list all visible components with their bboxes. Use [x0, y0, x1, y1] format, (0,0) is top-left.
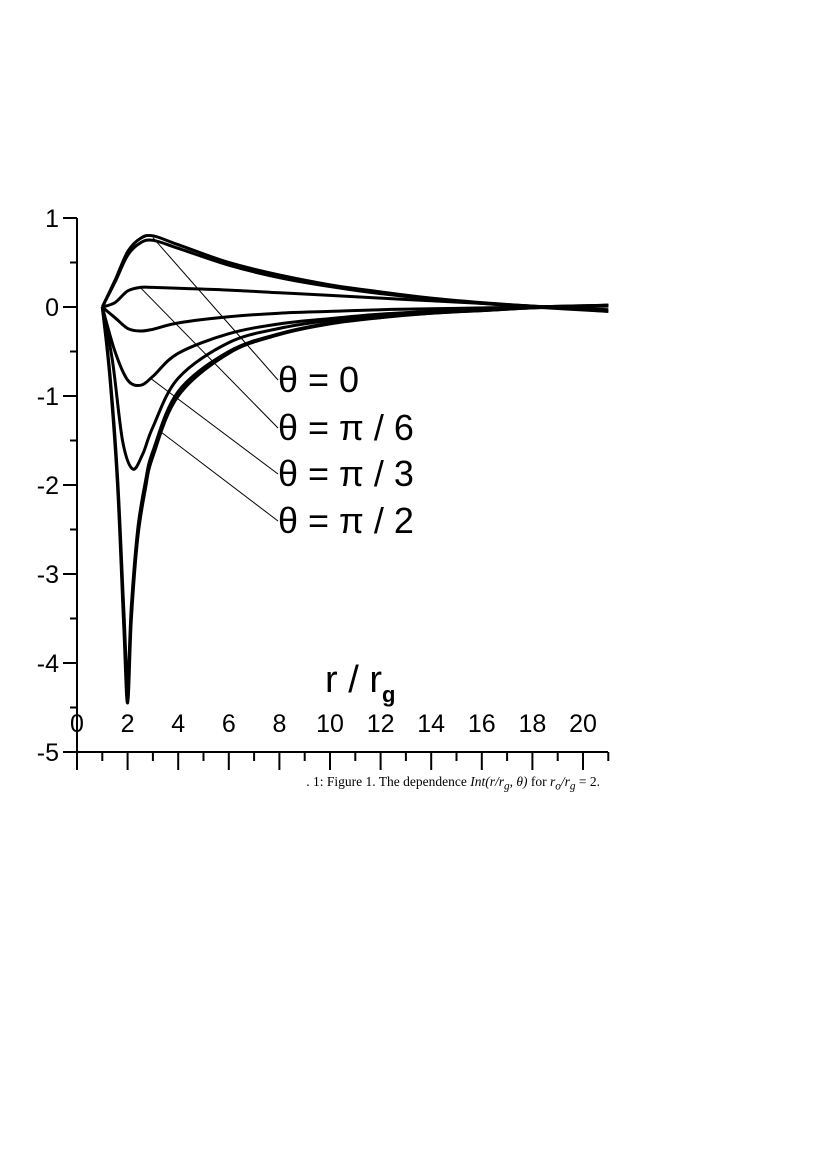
- x-tick-label: 20: [569, 710, 597, 738]
- x-axis-title: r / rg: [325, 659, 395, 707]
- x-tick-label: 14: [417, 710, 445, 738]
- caption-prefix: . 1: Figure 1. The dependence: [306, 774, 471, 789]
- y-tick-label: -3: [37, 561, 59, 589]
- y-tick-label: -4: [37, 650, 59, 678]
- figure-caption: . 1: Figure 1. The dependence Int(r/rg, …: [0, 774, 600, 793]
- axes: 10-1-2-3-4-50 2 4 6 8 10 12 14 16 18 20: [37, 205, 610, 770]
- x-tick-label: 2: [121, 710, 135, 738]
- x-tick-label: 0: [70, 710, 84, 738]
- leader-line: [139, 287, 279, 429]
- leader-line: [150, 377, 279, 475]
- x-tick-label: 18: [518, 710, 546, 738]
- x-tick-label: 6: [222, 710, 236, 738]
- theta-label: θ = 0: [278, 359, 359, 400]
- y-tick-label: 0: [45, 294, 59, 322]
- y-tick-label: -1: [37, 383, 59, 411]
- series-line-3: [101, 285, 609, 313]
- x-tick-label: 4: [171, 710, 185, 738]
- theta-label: θ = π / 3: [278, 453, 414, 494]
- x-tick-label: 12: [367, 710, 395, 738]
- x-tick-label: 16: [468, 710, 496, 738]
- series-layer: [100, 233, 609, 705]
- y-tick-label: 1: [45, 205, 59, 233]
- series-line-1: [100, 233, 609, 312]
- leader-line: [160, 431, 279, 522]
- leader-line: [152, 237, 279, 381]
- x-tick-label: 10: [316, 710, 344, 738]
- caption-suffix: = 2.: [575, 774, 600, 789]
- y-tick-label: -2: [37, 472, 59, 500]
- caption-math-1: Int(r/rg, θ): [470, 774, 528, 793]
- caption-middle: for: [527, 774, 550, 789]
- theta-label: θ = π / 6: [278, 407, 414, 448]
- series-line-8: [100, 303, 609, 683]
- series-line-2: [100, 238, 609, 313]
- x-tick-label: 8: [272, 710, 286, 738]
- y-tick-label: -5: [37, 739, 59, 767]
- theta-label: θ = π / 2: [278, 500, 414, 541]
- caption-math-2: ro/rg: [549, 774, 576, 793]
- annotations-layer: θ = 0 θ = π / 6 θ = π / 3 θ = π / 2: [139, 237, 414, 541]
